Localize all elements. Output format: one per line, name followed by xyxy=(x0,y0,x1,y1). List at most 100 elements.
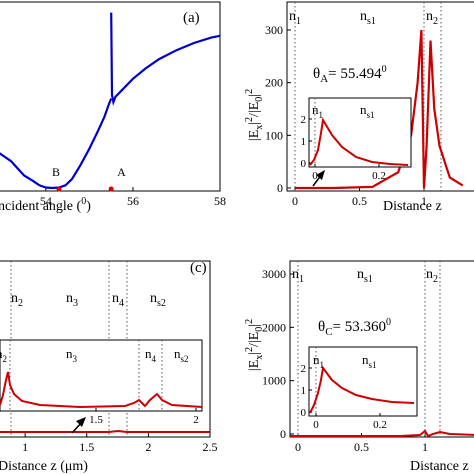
panel-b-inset-ytick-label: 0 xyxy=(301,158,307,170)
panel-d-region-n1: n1 xyxy=(292,267,304,285)
panel-d-ytick-label: 2000 xyxy=(262,320,286,334)
panel-c-inset-region-n4: n4 xyxy=(145,346,157,364)
panel-c-arrow xyxy=(71,417,86,434)
panel-b-xtick-label: 0.5 xyxy=(352,194,367,208)
panel-d-inset-ytick-label: 1 xyxy=(301,385,307,397)
panel-d-region-ns1: ns1 xyxy=(357,267,373,285)
panel-d-y-ticks: 0 1000 2000 3000 xyxy=(262,267,294,441)
panel-d-inset-ytick-label: 2 xyxy=(301,363,307,375)
panel-c-region-ns2: ns2 xyxy=(150,291,166,309)
panel-c-xtick-label: 1 xyxy=(22,440,28,454)
panel-a-xlabel-close: ) xyxy=(86,199,91,214)
panel-b-inset-xtick-label: 0 xyxy=(312,170,318,182)
panel-c-xtick-label: 2 xyxy=(145,440,151,454)
panel-c-label: (c) xyxy=(190,260,207,276)
panel-d-xtick-label: 0 xyxy=(295,440,301,454)
panel-d-xlabel: Distance z xyxy=(410,459,469,474)
panel-a-marker-b xyxy=(56,186,62,192)
panel-a-xlabel: ncident angle (0) xyxy=(0,196,91,214)
panel-c-inset-ticks: 1.5 2 xyxy=(89,408,199,426)
panel-a-series-0 xyxy=(0,98,113,190)
panel-c-inset-xtick-label: 1.5 xyxy=(89,414,103,426)
panel-b-inset-ytick-label: 1 xyxy=(301,136,307,148)
panel-b-ytick-label: 100 xyxy=(265,128,283,142)
panel-b-xtick-label: 0 xyxy=(292,194,298,208)
panel-d-inset-axes xyxy=(308,346,418,417)
panel-b-xtick-label: 1 xyxy=(421,194,427,208)
panel-a-marker-label-b: B xyxy=(52,165,60,179)
panel-b-region-n1: n1 xyxy=(289,9,301,27)
panel-d-inset: 0 0.2 0 1 2 n1 ns1 xyxy=(301,346,418,431)
panel-b-inset-xtick-label: 0.2 xyxy=(372,170,386,182)
panel-c-xtick-label: 1.5 xyxy=(79,440,94,454)
panel-a-series-1 xyxy=(110,12,221,107)
panel-b-inset-curve xyxy=(309,117,409,166)
panel-c-inset-curve xyxy=(0,371,203,409)
panel-c-region-n3: n3 xyxy=(66,291,78,309)
panel-a-xlabel-sup: 0 xyxy=(81,196,86,207)
panel-a-marker-a xyxy=(108,186,114,192)
panel-d-inset-region-n1: n1 xyxy=(313,352,324,370)
panel-c: 11.522.5 (c) n2 n3 n4 ns2 1.52 n2 n3 n4 … xyxy=(0,260,218,474)
panel-c-inset-region-n2: n2 xyxy=(0,346,7,364)
panel-d-inset-region-ns1: ns1 xyxy=(362,352,377,370)
panel-a-curves xyxy=(0,12,221,190)
panel-d-xtick-label: 1 xyxy=(422,440,428,454)
panel-b-inset-axes xyxy=(308,97,412,168)
panel-b-y-ticks: 0 100 200 300 xyxy=(265,23,291,195)
panel-b-inset-region-ns1: ns1 xyxy=(360,102,375,120)
panel-a-xlabel-text: ncident angle ( xyxy=(0,199,82,214)
panel-d-ytick-label: 0 xyxy=(280,427,286,441)
panel-b-axes xyxy=(286,1,474,192)
panel-b-ytick-label: 200 xyxy=(265,76,283,90)
panel-b-field-curve xyxy=(295,29,464,190)
panel-d: 0 1000 2000 3000 0 0.5 1 n1 ns1 n2 θC= 53.360… xyxy=(244,260,474,474)
panel-a-xtick-label: 54 xyxy=(40,194,52,208)
panel-a-label: (a) xyxy=(183,10,200,26)
panel-c-xlabel: Distance z (μm) xyxy=(0,459,88,474)
panel-c-region-n4: n4 xyxy=(112,291,124,309)
panel-a-xtick-label: 58 xyxy=(214,194,226,208)
panel-c-inset: 1.52 n2 n3 n4 ns2 xyxy=(0,339,203,426)
panel-d-ytick-label: 3000 xyxy=(262,267,286,281)
panel-b-annotation: θA= 55.4940 xyxy=(313,64,387,85)
panel-b-xlabel: Distance z xyxy=(383,199,442,214)
panel-c-x-ticks: 1 1.5 2 2.5 xyxy=(22,433,218,454)
panel-d-xtick-label: 0.5 xyxy=(354,440,369,454)
panel-a-marker-label-a: A xyxy=(117,165,126,179)
panel-b-inset-region-n1: n1 xyxy=(312,102,323,120)
panel-b-arrow xyxy=(312,170,325,187)
panel-b-ytick-label: 300 xyxy=(265,23,283,37)
panel-d-inset-xtick-label: 0 xyxy=(313,419,319,431)
panel-c-field-curve xyxy=(0,429,210,433)
panel-b-ylabel: |Ex|2/|E0|2 xyxy=(244,89,265,141)
panel-b-region-ns1: ns1 xyxy=(360,9,376,27)
panel-b-inset-ticks: 0 0.2 0 1 2 xyxy=(301,114,386,182)
panel-d-inset-xtick-label: 0.2 xyxy=(373,419,387,431)
panel-b-ytick-label: 0 xyxy=(277,181,283,195)
panel-d-ytick-label: 1000 xyxy=(262,374,286,388)
panel-c-inset-region-ns2: ns2 xyxy=(174,346,189,364)
panel-d-field-curve xyxy=(290,429,474,438)
panel-d-inset-ytick-label: 0 xyxy=(301,407,307,419)
panel-c-xtick-label: 2.5 xyxy=(203,440,218,454)
panel-d-inset-curve xyxy=(309,365,415,414)
panel-a-axes xyxy=(0,1,221,192)
panel-c-inset-axes xyxy=(0,339,203,412)
panel-c-axes xyxy=(0,260,211,438)
panel-c-inset-region-n3: n3 xyxy=(66,346,78,364)
panel-d-annotation: θC= 53.3600 xyxy=(318,317,391,338)
panel-d-region-n2: n2 xyxy=(426,267,438,285)
panel-b-region-n2: n2 xyxy=(426,9,438,27)
panel-c-inset-xtick-label: 2 xyxy=(193,414,199,426)
panel-d-inset-ticks: 0 0.2 0 1 2 xyxy=(301,363,387,431)
panel-b-inset: 0 0.2 0 1 2 n1 ns1 xyxy=(301,97,412,182)
panel-b-inset-ytick-label: 2 xyxy=(301,114,307,126)
panel-d-ylabel: |Ex|2/|E0|2 xyxy=(244,319,265,371)
panel-c-region-n2: n2 xyxy=(11,291,23,309)
panel-a-xtick-label: 56 xyxy=(127,194,139,208)
